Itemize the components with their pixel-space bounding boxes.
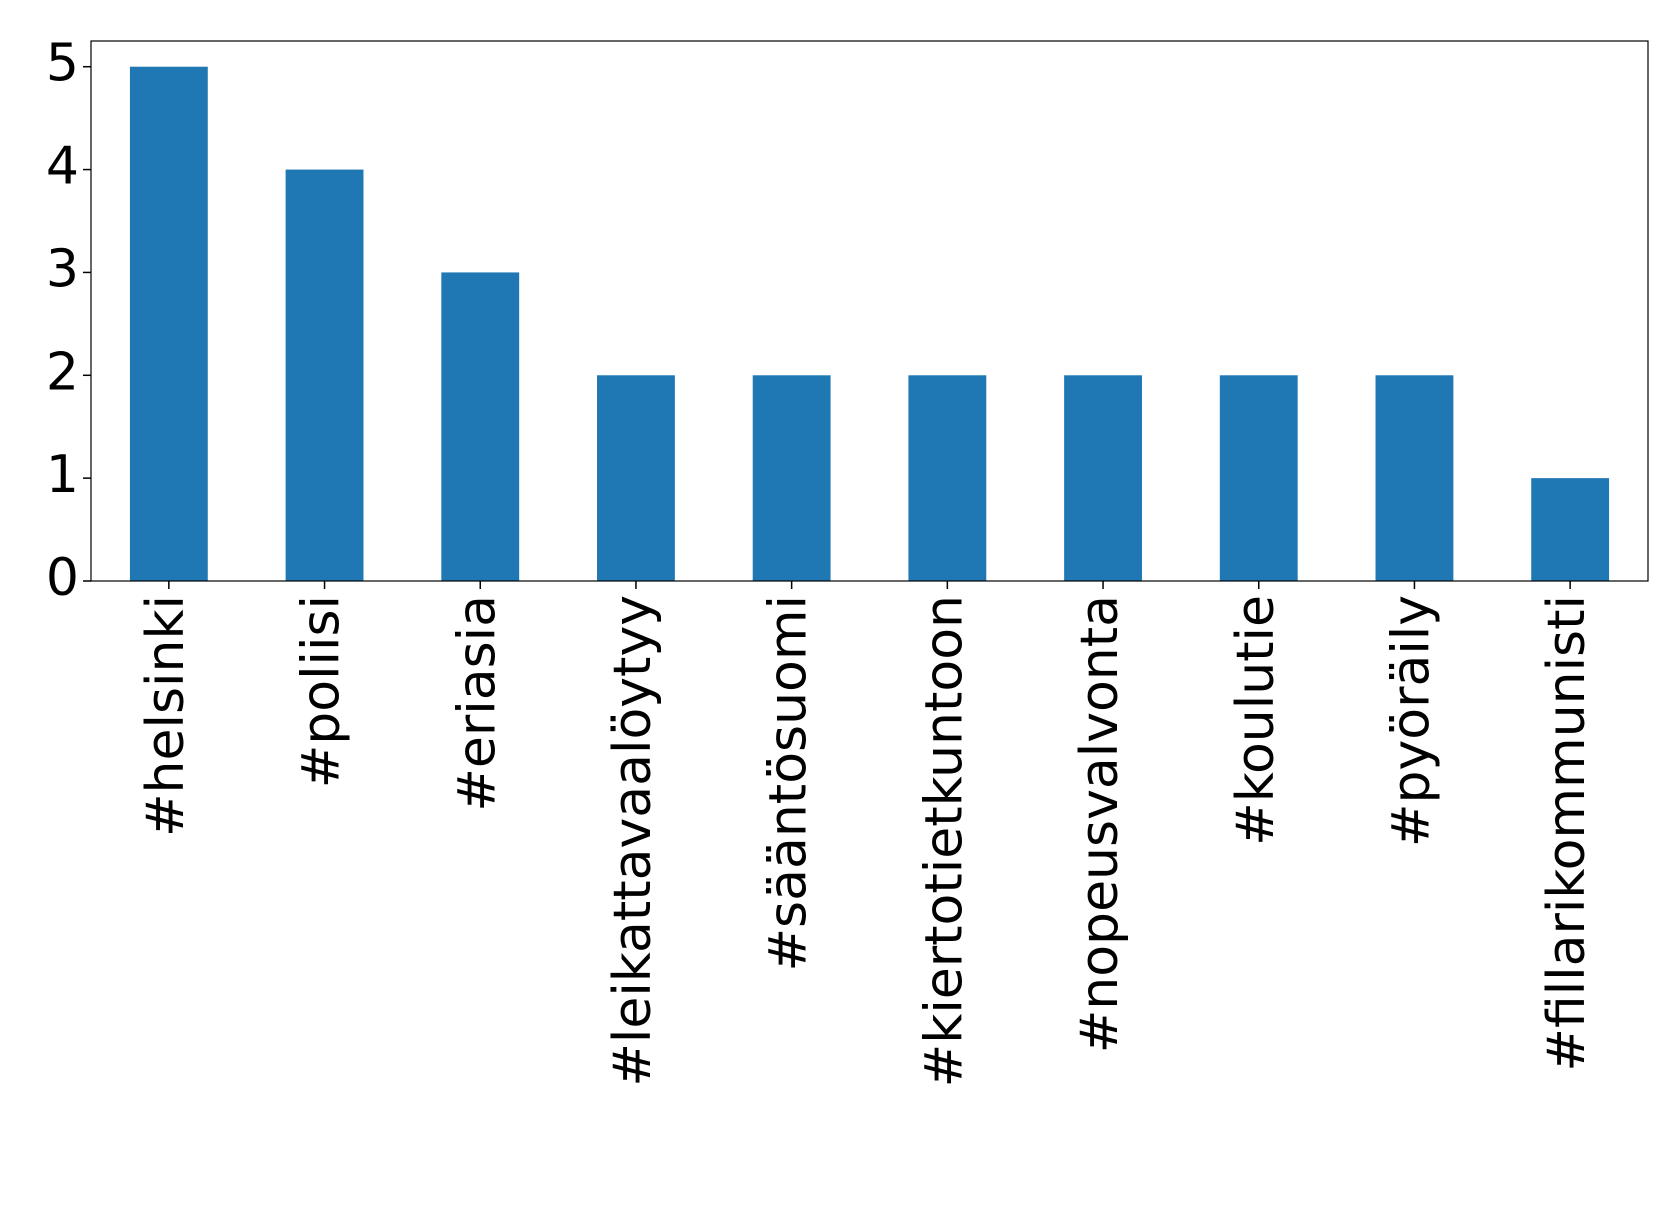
y-tick-label: 1 [46,445,79,505]
x-tick-label: #eriasia [447,595,507,812]
x-tick-label: #koulutie [1226,595,1286,846]
y-tick-label: 4 [46,137,79,197]
x-tick-label: #leikattavaalöytyy [603,595,663,1087]
bar [285,169,364,582]
x-tick-label: #kiertotietkuntoon [914,595,974,1087]
bar [752,375,831,581]
bar [129,66,208,581]
x-tick-label: #poliisi [292,595,352,788]
x-tick-label: #sääntösuomi [759,595,819,972]
y-tick-label: 0 [46,548,79,608]
bar [1531,478,1610,581]
bar [441,272,520,581]
bar [597,375,675,581]
bar [908,375,987,581]
plot-frame [90,40,1649,582]
bar [1375,375,1454,581]
y-tick-label: 5 [46,34,79,94]
x-tick-label: #fillarikommunisti [1537,595,1597,1072]
bar [1064,375,1142,581]
x-tick-label: #nopeusvalvonta [1070,595,1130,1053]
y-tick-label: 3 [46,239,79,299]
bar [1219,375,1298,581]
x-tick-label: #helsinki [136,595,196,837]
y-tick-label: 2 [46,342,79,402]
x-tick-label: #pyöräily [1381,595,1441,847]
